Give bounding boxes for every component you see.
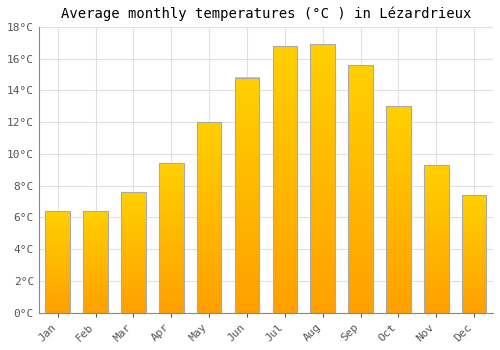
Bar <box>310 44 335 313</box>
Title: Average monthly temperatures (°C ) in Lézardrieux: Average monthly temperatures (°C ) in Lé… <box>60 7 471 21</box>
Bar <box>386 106 410 313</box>
Bar <box>272 46 297 313</box>
Bar <box>84 211 108 313</box>
Bar <box>121 192 146 313</box>
Bar <box>348 65 373 313</box>
Bar <box>46 211 70 313</box>
Bar <box>197 122 222 313</box>
Bar <box>462 195 486 313</box>
Bar <box>234 78 260 313</box>
Bar <box>159 163 184 313</box>
Bar <box>424 165 448 313</box>
